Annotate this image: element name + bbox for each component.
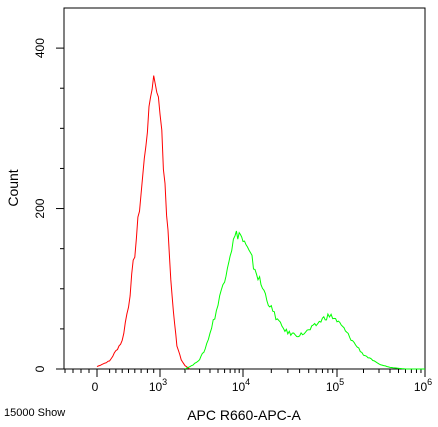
- x-tick-label: 103: [149, 377, 167, 394]
- y-tick-label: 200: [33, 198, 47, 218]
- footnote: 15000 Show: [4, 407, 65, 419]
- x-tick-label: 0: [92, 380, 99, 394]
- series-layer: [96, 75, 425, 370]
- series-line: [184, 230, 425, 370]
- x-tick-label: 104: [232, 377, 250, 394]
- series-line: [96, 75, 191, 370]
- x-tick-label: 105: [326, 377, 344, 394]
- x-axis: 0 103 104 105 106: [64, 369, 432, 394]
- y-axis-title: Count: [5, 169, 21, 206]
- x-axis-title: APC R660-APC-A: [187, 407, 301, 423]
- x-tick-label: 106: [414, 377, 432, 394]
- y-axis: 0 200 400: [33, 38, 64, 372]
- plot-frame: [63, 7, 426, 370]
- y-tick-label: 400: [33, 38, 47, 58]
- y-tick-label: 0: [33, 365, 47, 372]
